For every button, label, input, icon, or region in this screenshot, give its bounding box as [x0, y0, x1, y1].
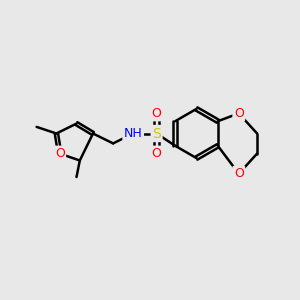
- Text: O: O: [234, 107, 244, 120]
- Text: O: O: [152, 147, 161, 160]
- Text: NH: NH: [124, 127, 142, 140]
- Text: O: O: [234, 167, 244, 180]
- Text: S: S: [152, 127, 161, 140]
- Text: O: O: [55, 147, 64, 160]
- Text: O: O: [152, 107, 161, 120]
